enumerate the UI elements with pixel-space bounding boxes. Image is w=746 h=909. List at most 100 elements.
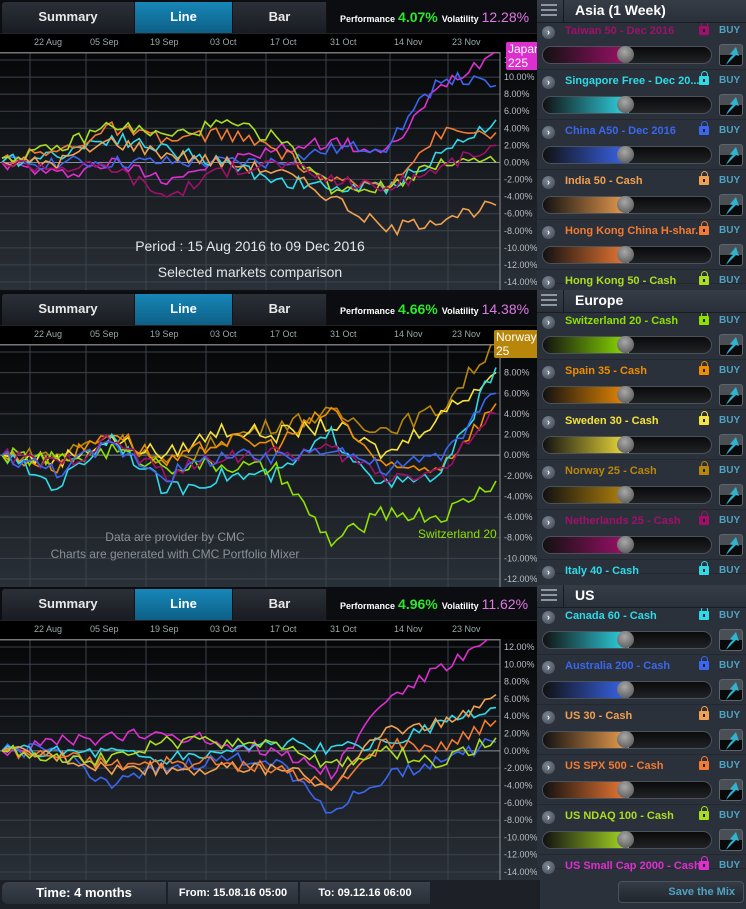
expand-chevron-icon[interactable]: › <box>542 761 555 774</box>
slider-knob[interactable] <box>617 46 634 63</box>
tab-line[interactable]: Line <box>135 294 233 325</box>
hamburger-menu-icon[interactable] <box>541 4 557 18</box>
expand-chevron-icon[interactable]: › <box>542 466 555 479</box>
buy-arrow-button[interactable] <box>719 194 743 216</box>
buy-label[interactable]: BUY <box>719 225 741 236</box>
tab-line[interactable]: Line <box>135 589 233 620</box>
expand-chevron-icon[interactable]: › <box>542 26 555 39</box>
lock-icon[interactable] <box>699 71 709 85</box>
lock-icon[interactable] <box>699 706 709 720</box>
lock-icon[interactable] <box>699 271 709 285</box>
buy-arrow-button[interactable] <box>719 434 743 456</box>
buy-label[interactable]: BUY <box>719 465 741 476</box>
expand-chevron-icon[interactable]: › <box>542 176 555 189</box>
buy-label[interactable]: BUY <box>719 75 741 86</box>
tab-summary[interactable]: Summary <box>2 294 135 325</box>
lock-icon[interactable] <box>699 411 709 425</box>
slider-knob[interactable] <box>617 336 634 353</box>
buy-arrow-button[interactable] <box>719 779 743 801</box>
expand-chevron-icon[interactable]: › <box>542 861 555 874</box>
buy-label[interactable]: BUY <box>719 710 741 721</box>
save-mix-button[interactable]: Save the Mix <box>618 881 744 903</box>
buy-label[interactable]: BUY <box>719 315 741 326</box>
tab-bar[interactable]: Bar <box>233 294 327 325</box>
slider-knob[interactable] <box>617 831 634 848</box>
buy-label[interactable]: BUY <box>719 415 741 426</box>
buy-arrow-button[interactable] <box>719 144 743 166</box>
expand-chevron-icon[interactable]: › <box>542 516 555 529</box>
buy-arrow-button[interactable] <box>719 94 743 116</box>
lock-icon[interactable] <box>699 561 709 575</box>
slider-knob[interactable] <box>617 536 634 553</box>
slider-knob[interactable] <box>617 96 634 113</box>
buy-label[interactable]: BUY <box>719 275 741 286</box>
lock-icon[interactable] <box>699 606 709 620</box>
lock-icon[interactable] <box>699 756 709 770</box>
buy-label[interactable]: BUY <box>719 660 741 671</box>
buy-arrow-button[interactable] <box>719 729 743 751</box>
buy-label[interactable]: BUY <box>719 810 741 821</box>
buy-arrow-button[interactable] <box>719 384 743 406</box>
buy-arrow-button[interactable] <box>719 244 743 266</box>
lock-icon[interactable] <box>699 311 709 325</box>
buy-arrow-button[interactable] <box>719 44 743 66</box>
buy-label[interactable]: BUY <box>719 610 741 621</box>
buy-label[interactable]: BUY <box>719 515 741 526</box>
expand-chevron-icon[interactable]: › <box>542 366 555 379</box>
buy-label[interactable]: BUY <box>719 175 741 186</box>
expand-chevron-icon[interactable]: › <box>542 566 555 579</box>
lock-icon[interactable] <box>699 221 709 235</box>
expand-chevron-icon[interactable]: › <box>542 276 555 289</box>
buy-arrow-button[interactable] <box>719 679 743 701</box>
buy-arrow-button[interactable] <box>719 334 743 356</box>
lock-icon[interactable] <box>699 461 709 475</box>
hamburger-menu-icon[interactable] <box>541 294 557 308</box>
buy-arrow-button[interactable] <box>719 629 743 651</box>
buy-label[interactable]: BUY <box>719 565 741 576</box>
buy-label[interactable]: BUY <box>719 365 741 376</box>
lock-icon[interactable] <box>699 511 709 525</box>
expand-chevron-icon[interactable]: › <box>542 126 555 139</box>
to-date-button[interactable]: To: 09.12.16 06:00 <box>300 882 430 904</box>
buy-label[interactable]: BUY <box>719 125 741 136</box>
expand-chevron-icon[interactable]: › <box>542 416 555 429</box>
tab-bar[interactable]: Bar <box>233 2 327 33</box>
time-span-button[interactable]: Time: 4 months <box>2 882 166 904</box>
slider-knob[interactable] <box>617 436 634 453</box>
expand-chevron-icon[interactable]: › <box>542 611 555 624</box>
slider-knob[interactable] <box>617 631 634 648</box>
lock-icon[interactable] <box>699 21 709 35</box>
buy-label[interactable]: BUY <box>719 760 741 771</box>
expand-chevron-icon[interactable]: › <box>542 76 555 89</box>
slider-knob[interactable] <box>617 731 634 748</box>
expand-chevron-icon[interactable]: › <box>542 811 555 824</box>
tab-summary[interactable]: Summary <box>2 2 135 33</box>
lock-icon[interactable] <box>699 656 709 670</box>
slider-knob[interactable] <box>617 146 634 163</box>
tab-summary[interactable]: Summary <box>2 589 135 620</box>
lock-icon[interactable] <box>699 806 709 820</box>
buy-label[interactable]: BUY <box>719 860 741 871</box>
from-date-button[interactable]: From: 15.08.16 05:00 <box>168 882 298 904</box>
buy-label[interactable]: BUY <box>719 25 741 36</box>
lock-icon[interactable] <box>699 856 709 870</box>
buy-arrow-button[interactable] <box>719 484 743 506</box>
lock-icon[interactable] <box>699 361 709 375</box>
lock-icon[interactable] <box>699 171 709 185</box>
expand-chevron-icon[interactable]: › <box>542 226 555 239</box>
slider-knob[interactable] <box>617 681 634 698</box>
buy-arrow-button[interactable] <box>719 829 743 851</box>
expand-chevron-icon[interactable]: › <box>542 711 555 724</box>
slider-knob[interactable] <box>617 246 634 263</box>
tab-bar[interactable]: Bar <box>233 589 327 620</box>
slider-knob[interactable] <box>617 386 634 403</box>
buy-arrow-button[interactable] <box>719 534 743 556</box>
expand-chevron-icon[interactable]: › <box>542 316 555 329</box>
tab-line[interactable]: Line <box>135 2 233 33</box>
slider-knob[interactable] <box>617 196 634 213</box>
expand-chevron-icon[interactable]: › <box>542 661 555 674</box>
slider-knob[interactable] <box>617 486 634 503</box>
lock-icon[interactable] <box>699 121 709 135</box>
slider-knob[interactable] <box>617 781 634 798</box>
hamburger-menu-icon[interactable] <box>541 589 557 603</box>
